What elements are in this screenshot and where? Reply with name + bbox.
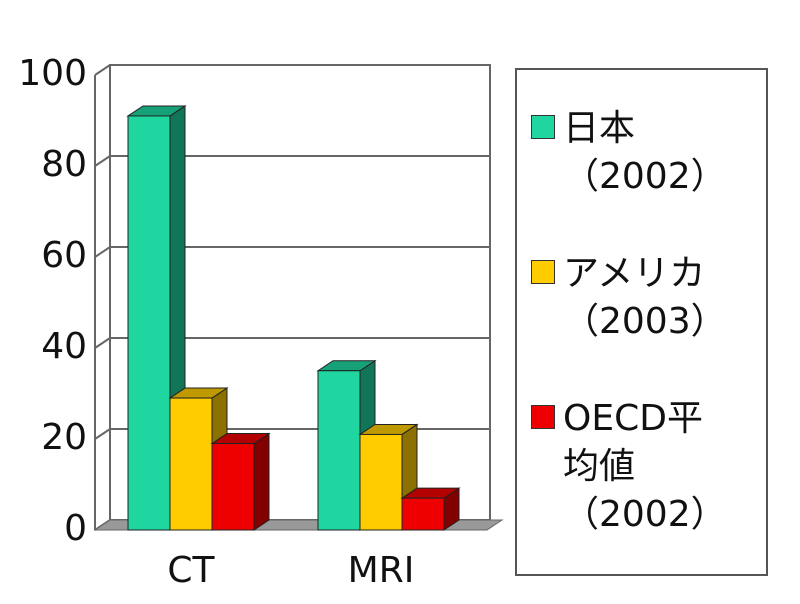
bar-side	[253, 432, 270, 531]
y-tick-label: 0	[64, 508, 87, 549]
bar	[400, 487, 461, 531]
bar-front	[359, 433, 403, 531]
y-tick-label: 60	[41, 235, 87, 276]
y-tick-label: 80	[41, 144, 87, 185]
legend-label: アメリカ （2003）	[563, 252, 727, 342]
legend-swatch	[531, 259, 555, 284]
legend-entry: 日本 （2002）	[531, 105, 766, 201]
y-tick-label: 40	[41, 326, 87, 367]
grid-line	[94, 64, 490, 76]
legend-label: 日本 （2002）	[563, 107, 727, 197]
bar-front	[127, 115, 171, 531]
legend-swatch	[531, 405, 555, 430]
bar-front	[169, 397, 213, 531]
bar-front	[317, 370, 361, 531]
grid-line	[94, 155, 490, 167]
legend: 日本 （2002） アメリカ （2003） OECD平 均値 （2002）	[515, 68, 768, 576]
legend-label: OECD平 均値 （2002）	[563, 398, 727, 536]
grid-line	[94, 337, 490, 349]
x-tick-label: MRI	[348, 550, 415, 591]
bar	[210, 432, 271, 531]
y-tick-label: 20	[41, 417, 87, 458]
bar-front	[211, 443, 255, 531]
grid-line	[94, 246, 490, 258]
legend-entry: OECD平 均値 （2002）	[531, 395, 766, 539]
legend-swatch	[531, 114, 555, 139]
y-tick-label: 100	[18, 53, 87, 94]
legend-entry: アメリカ （2003）	[531, 250, 766, 346]
x-tick-label: CT	[167, 550, 215, 591]
bar-front	[401, 497, 445, 531]
